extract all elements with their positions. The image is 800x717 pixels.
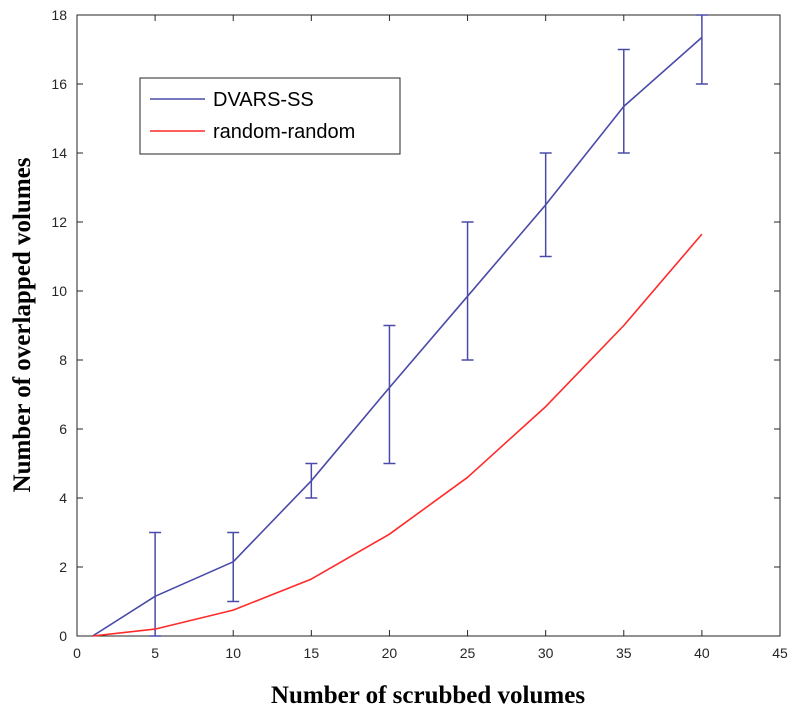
legend: DVARS-SS random-random [139, 77, 401, 155]
x-tick-label: 35 [616, 645, 632, 661]
series-layer [92, 14, 708, 637]
series-line-random-random [92, 233, 703, 637]
y-tick-label: 14 [51, 145, 67, 161]
legend-label-dvars-ss: DVARS-SS [213, 89, 314, 111]
x-tick-label: 25 [460, 645, 476, 661]
y-tick-label: 16 [51, 76, 67, 92]
y-tick-label: 6 [59, 421, 67, 437]
x-tick-label: 45 [772, 645, 788, 661]
y-tick-label: 4 [59, 490, 67, 506]
x-tick-label: 10 [225, 645, 241, 661]
x-tick-label: 30 [538, 645, 554, 661]
y-tick-label: 10 [51, 283, 67, 299]
y-tick-label: 0 [59, 628, 67, 644]
x-tick-label: 40 [694, 645, 710, 661]
x-tick-label: 15 [304, 645, 320, 661]
x-tick-label: 0 [73, 645, 81, 661]
axis-ticks: 0 5 10 15 20 25 30 35 40 45 0 2 4 6 8 10 12 14 16 18 [51, 7, 788, 661]
x-axis-title: Number of scrubbed volumes [271, 682, 585, 709]
y-tick-label: 18 [51, 7, 67, 23]
y-axis-title: Number of overlapped volumes [9, 157, 36, 492]
legend-label-random-random: random-random [213, 121, 355, 143]
legend-box [139, 77, 401, 155]
series-line-dvars-ss [92, 36, 703, 637]
x-tick-label: 20 [382, 645, 398, 661]
y-tick-label: 2 [59, 559, 67, 575]
y-tick-label: 12 [51, 214, 67, 230]
x-tick-label: 5 [151, 645, 159, 661]
y-tick-label: 8 [59, 352, 67, 368]
